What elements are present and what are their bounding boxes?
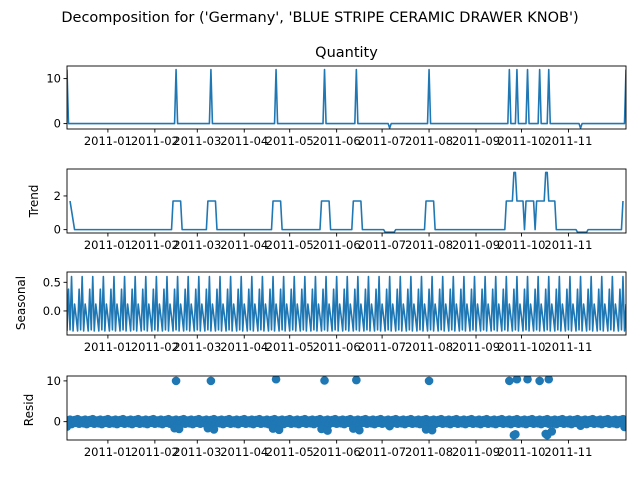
resid-point xyxy=(385,421,394,431)
resid-ylabel: Resid xyxy=(22,394,36,426)
quantity-xtick-label: 2011-11 xyxy=(544,134,592,148)
seasonal-xtick-label: 2011-09 xyxy=(452,340,500,354)
resid-xtick-label: 2011-11 xyxy=(544,445,592,459)
resid-point xyxy=(352,376,361,385)
resid-point xyxy=(171,376,181,386)
resid-panel: Resid 0102011-012011-022011-032011-04201… xyxy=(22,374,627,459)
seasonal-xtick-label: 2011-08 xyxy=(405,340,453,354)
resid-ytick-label: 0 xyxy=(54,415,61,429)
resid-xtick-label: 2011-09 xyxy=(452,445,500,459)
quantity-axes-frame xyxy=(66,65,627,130)
resid-xtick-label: 2011-08 xyxy=(405,445,453,459)
resid-point xyxy=(523,376,532,384)
trend-xtick-label: 2011-02 xyxy=(131,238,179,252)
trend-series-line xyxy=(69,171,624,233)
quantity-xtick-label: 2011-09 xyxy=(452,134,500,148)
trend-xtick-label: 2011-08 xyxy=(405,238,453,252)
figure-suptitle: Decomposition for ('Germany', 'BLUE STRI… xyxy=(61,10,578,26)
trend-xtick-label: 2011-10 xyxy=(497,238,545,252)
resid-point xyxy=(174,424,184,434)
resid-point xyxy=(547,427,557,436)
resid-xtick-label: 2011-05 xyxy=(266,445,314,459)
resid-point xyxy=(505,376,514,386)
quantity-title: Quantity xyxy=(315,45,378,61)
quantity-xtick-label: 2011-03 xyxy=(173,134,221,148)
resid-point xyxy=(271,376,281,384)
resid-xtick-label: 2011-03 xyxy=(173,445,221,459)
trend-xtick-label: 2011-05 xyxy=(266,238,314,252)
resid-point xyxy=(544,376,554,384)
seasonal-xtick-label: 2011-05 xyxy=(266,340,314,354)
trend-ylabel: Trend xyxy=(27,185,41,219)
seasonal-xtick-label: 2011-10 xyxy=(497,340,545,354)
quantity-panel: Quantity 0 10 2011-012011-022011-032011-04… xyxy=(46,45,627,148)
trend-xtick-label: 2011-07 xyxy=(358,238,406,252)
seasonal-xtick-label: 2011-07 xyxy=(358,340,406,354)
resid-point xyxy=(576,421,585,431)
trend-xtick-label: 2011-03 xyxy=(173,238,221,252)
seasonal-xtick-label: 2011-06 xyxy=(313,340,361,354)
trend-xtick-label: 2011-09 xyxy=(452,238,500,252)
seasonal-xtick-label: 2011-11 xyxy=(544,340,592,354)
resid-point xyxy=(512,376,522,384)
quantity-xtick-label: 2011-06 xyxy=(313,134,361,148)
seasonal-axes-frame xyxy=(66,271,627,336)
seasonal-xtick-label: 2011-03 xyxy=(173,340,221,354)
resid-point xyxy=(206,376,216,386)
resid-point xyxy=(274,425,284,435)
resid-point xyxy=(209,425,219,434)
resid-xtick-label: 2011-07 xyxy=(358,445,406,459)
quantity-xtick-label: 2011-01 xyxy=(84,134,132,148)
resid-xtick-label: 2011-04 xyxy=(220,445,268,459)
trend-axes-frame xyxy=(66,168,627,234)
resid-point xyxy=(511,429,520,439)
resid-ytick-label: 10 xyxy=(46,374,61,388)
resid-point xyxy=(535,376,544,386)
resid-xtick-label: 2011-06 xyxy=(313,445,361,459)
seasonal-ytick-label: 0.5 xyxy=(43,275,61,289)
quantity-xtick-label: 2011-05 xyxy=(266,134,314,148)
quantity-xtick-label: 2011-04 xyxy=(220,134,268,148)
seasonal-xtick-label: 2011-01 xyxy=(84,340,132,354)
seasonal-ytick-label: 0.0 xyxy=(43,304,61,318)
quantity-xtick-label: 2011-02 xyxy=(131,134,179,148)
seasonal-ylabel: Seasonal xyxy=(14,276,28,330)
seasonal-panel: Seasonal 0.00.52011-012011-022011-032011… xyxy=(14,271,627,354)
resid-point xyxy=(67,422,72,431)
trend-ytick-label: 2 xyxy=(54,189,61,203)
quantity-xtick-label: 2011-08 xyxy=(405,134,453,148)
trend-xtick-label: 2011-11 xyxy=(544,238,592,252)
trend-ytick-label: 0 xyxy=(54,223,61,237)
seasonal-series-line xyxy=(67,275,626,332)
quantity-xtick-label: 2011-10 xyxy=(497,134,545,148)
resid-point xyxy=(424,376,434,386)
trend-xtick-label: 2011-06 xyxy=(313,238,361,252)
seasonal-xtick-label: 2011-02 xyxy=(131,340,179,354)
quantity-xtick-label: 2011-07 xyxy=(358,134,406,148)
resid-point xyxy=(323,426,332,435)
resid-point xyxy=(320,376,329,385)
resid-xtick-label: 2011-01 xyxy=(84,445,132,459)
trend-panel: Trend 022011-012011-022011-032011-042011… xyxy=(27,168,627,252)
quantity-ytick-label: 10 xyxy=(46,72,61,86)
resid-xtick-label: 2011-10 xyxy=(497,445,545,459)
trend-xtick-label: 2011-01 xyxy=(84,238,132,252)
resid-point xyxy=(620,422,626,432)
resid-axes-frame xyxy=(66,375,627,441)
quantity-ytick-label: 0 xyxy=(54,117,61,131)
trend-xtick-label: 2011-04 xyxy=(220,238,268,252)
resid-point xyxy=(427,425,437,435)
quantity-series-line xyxy=(67,68,626,129)
resid-point xyxy=(355,425,364,435)
seasonal-xtick-label: 2011-04 xyxy=(220,340,268,354)
resid-xtick-label: 2011-02 xyxy=(131,445,179,459)
